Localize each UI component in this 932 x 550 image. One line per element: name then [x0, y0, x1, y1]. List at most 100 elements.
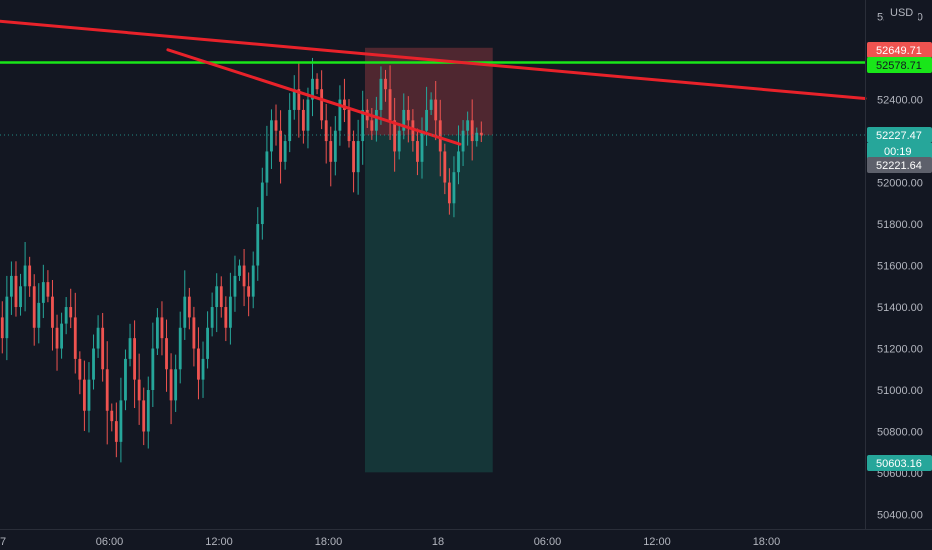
candle-body	[19, 286, 22, 308]
candle-body	[133, 338, 137, 380]
candle-body	[219, 286, 223, 308]
candle	[69, 288, 73, 329]
candle	[119, 377, 123, 463]
candle	[447, 168, 451, 215]
last-price-tag: 52221.64	[867, 157, 932, 173]
candle	[384, 69, 387, 102]
candle-body	[233, 275, 237, 297]
candle	[169, 353, 173, 425]
candle	[228, 272, 232, 345]
time-tick-label: 12:00	[205, 536, 233, 548]
candle-body	[379, 78, 383, 110]
candle-body	[443, 151, 447, 183]
candle-body	[114, 421, 118, 442]
trendline-1[interactable]	[0, 18, 867, 101]
candle-body	[101, 327, 105, 370]
candle	[297, 63, 301, 138]
countdown-tag: 00:19	[867, 143, 932, 159]
candle	[201, 341, 205, 398]
support-price-label: 52578.71	[876, 60, 922, 72]
candle	[251, 251, 255, 309]
candle	[279, 110, 282, 184]
candle-body	[420, 130, 424, 162]
candle-body	[260, 182, 264, 225]
entry-price-tag: 52227.47	[867, 127, 932, 143]
candle	[105, 341, 109, 445]
candle	[9, 261, 13, 315]
price-tick-label: 50400.00	[877, 509, 923, 521]
candle-body	[452, 172, 456, 204]
candle	[479, 121, 483, 143]
candle	[270, 109, 273, 169]
candle-body	[425, 109, 428, 131]
currency-label-box: USD	[884, 4, 918, 21]
candle-body	[402, 109, 406, 131]
candle	[183, 270, 187, 340]
candle-body	[60, 323, 64, 349]
candle-body	[470, 120, 474, 142]
take-profit-zone[interactable]	[364, 135, 493, 473]
price-tags: USD 52649.71 52578.71 52227.47 00:19 522…	[867, 4, 932, 471]
price-tick-label: 51600.00	[877, 261, 923, 273]
candle-body	[370, 120, 374, 131]
candle	[41, 264, 45, 319]
candle	[197, 327, 200, 400]
candle-body	[187, 296, 191, 318]
support-price-tag: 52578.71	[867, 57, 932, 73]
currency-label: USD	[890, 7, 913, 19]
target-price-label: 50603.16	[876, 458, 922, 470]
candle-body	[329, 141, 333, 162]
candle-body	[343, 99, 346, 110]
time-tick-label: 18:00	[315, 536, 343, 548]
candle	[361, 90, 365, 165]
candle	[388, 65, 392, 140]
candle-body	[251, 265, 255, 297]
candle-body	[361, 109, 365, 142]
entry-price-label: 52227.47	[876, 130, 922, 142]
candle-body	[466, 120, 470, 131]
candle-body	[256, 224, 260, 266]
candle-body	[160, 317, 164, 339]
candle	[416, 128, 419, 176]
candle	[374, 96, 378, 142]
candle	[110, 403, 114, 432]
candle-body	[324, 120, 328, 142]
candle	[311, 57, 314, 117]
candle-body	[32, 286, 36, 328]
candle-body	[338, 99, 342, 131]
candle-body	[142, 400, 146, 432]
drawings[interactable]	[0, 18, 867, 146]
candle	[73, 292, 77, 374]
candle-body	[14, 275, 18, 308]
candle	[60, 312, 64, 359]
candle-body	[434, 99, 438, 121]
candle	[51, 280, 54, 351]
candle	[165, 319, 168, 392]
candle-body	[315, 78, 319, 90]
trendline-2[interactable]	[166, 48, 462, 146]
candle-body	[9, 275, 13, 297]
candle-body	[406, 109, 410, 121]
candle	[238, 259, 241, 281]
candle-body	[69, 307, 73, 318]
candle-body	[46, 282, 50, 297]
candle	[206, 311, 209, 369]
position-tool[interactable]	[364, 47, 493, 473]
candle	[0, 301, 4, 354]
candle-body	[206, 327, 209, 359]
candle	[101, 312, 105, 382]
candle-body	[197, 348, 200, 380]
candle-body	[416, 141, 419, 162]
candle-body	[87, 379, 91, 411]
candle	[224, 296, 228, 342]
candle	[133, 320, 137, 409]
candle-body	[447, 182, 451, 204]
candle-body	[165, 338, 168, 370]
candle	[114, 402, 118, 458]
time-axis[interactable]: 17 06:00 12:00 18:00 18 06:00 12:00 18:00	[0, 536, 780, 548]
candle	[178, 311, 182, 384]
time-tick-label: 06:00	[96, 536, 124, 548]
candle	[338, 85, 342, 146]
